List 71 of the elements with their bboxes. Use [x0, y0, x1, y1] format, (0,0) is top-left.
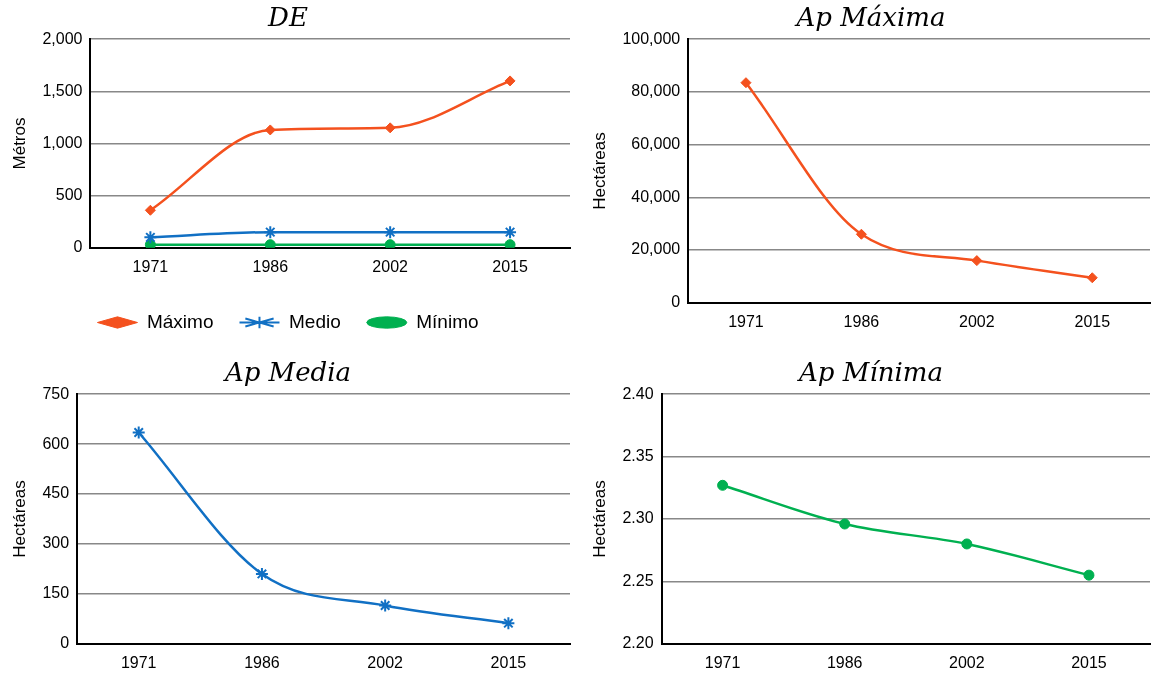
y-tick-label: 80,000	[631, 82, 681, 100]
y-axis-title: Hectáreas	[589, 480, 609, 558]
legend-label: Medio	[288, 310, 341, 332]
x-tick-label: 1986	[826, 653, 863, 671]
y-tick-label: 300	[42, 534, 70, 552]
legend-label: Máximo	[146, 310, 214, 332]
point	[839, 518, 851, 530]
x-tick-label: 1971	[132, 257, 169, 275]
y-tick-label: 2.20	[622, 634, 654, 652]
point	[131, 425, 146, 440]
y-tick-label: 40,000	[631, 187, 681, 205]
x-tick-label: 2015	[1071, 653, 1107, 671]
chart-title: DE	[267, 2, 308, 33]
point	[143, 230, 158, 245]
chart-title: Ap Mínima	[797, 357, 943, 388]
y-tick-label: 60,000	[631, 135, 681, 153]
point	[254, 566, 269, 581]
y-tick-label: 0	[671, 293, 681, 311]
x-tick-label: 2002	[372, 257, 409, 275]
x-tick-label: 1971	[120, 653, 157, 671]
x-tick-label: 2002	[959, 312, 995, 330]
point	[503, 225, 518, 240]
x-tick-label: 1986	[252, 257, 289, 275]
point	[264, 239, 276, 248]
x-tick-label: 2015	[1074, 312, 1111, 330]
y-axis-title: Hectáreas	[9, 480, 29, 558]
point	[971, 255, 983, 267]
chart-title: Ap Máxima	[794, 2, 946, 33]
y-axis-title: Métros	[9, 117, 29, 170]
x-tick-label: 1971	[704, 653, 741, 671]
y-tick-label: 1,000	[42, 133, 83, 151]
y-tick-label: 2.30	[622, 509, 654, 527]
point	[501, 616, 516, 631]
y-tick-label: 500	[55, 186, 83, 204]
x-tick-label: 2015	[492, 257, 528, 275]
point	[1086, 272, 1098, 284]
point	[961, 538, 973, 550]
x-tick-label: 2002	[949, 653, 985, 671]
point	[263, 225, 278, 240]
x-tick-label: 2015	[490, 653, 527, 671]
point	[383, 225, 398, 240]
y-tick-label: 150	[42, 584, 70, 602]
y-tick-label: 100,000	[622, 29, 681, 47]
y-tick-label: 600	[42, 434, 70, 452]
legend-label: Mínimo	[416, 310, 479, 332]
y-tick-label: 2.35	[622, 447, 654, 465]
point	[264, 124, 276, 136]
point	[855, 228, 867, 240]
y-tick-label: 0	[60, 634, 70, 652]
y-tick-label: 2.25	[622, 571, 654, 589]
point	[378, 598, 393, 613]
x-tick-label: 2002	[367, 653, 404, 671]
y-tick-label: 750	[42, 384, 70, 402]
y-tick-label: 2.40	[622, 384, 654, 402]
point	[384, 239, 396, 248]
y-tick-label: 2,000	[42, 29, 83, 47]
x-tick-label: 1971	[728, 312, 764, 330]
point	[504, 239, 516, 248]
x-tick-label: 1986	[244, 653, 280, 671]
y-axis-title: Hectáreas	[589, 132, 609, 210]
point	[144, 204, 156, 216]
y-tick-label: 20,000	[631, 240, 681, 258]
x-tick-label: 1986	[843, 312, 880, 330]
y-tick-label: 450	[42, 484, 70, 502]
chart-title: Ap Media	[222, 357, 352, 388]
point	[1083, 569, 1095, 581]
point	[740, 77, 752, 89]
y-tick-label: 1,500	[42, 81, 83, 99]
point	[717, 479, 729, 491]
y-tick-label: 0	[73, 238, 83, 256]
point	[504, 75, 516, 87]
